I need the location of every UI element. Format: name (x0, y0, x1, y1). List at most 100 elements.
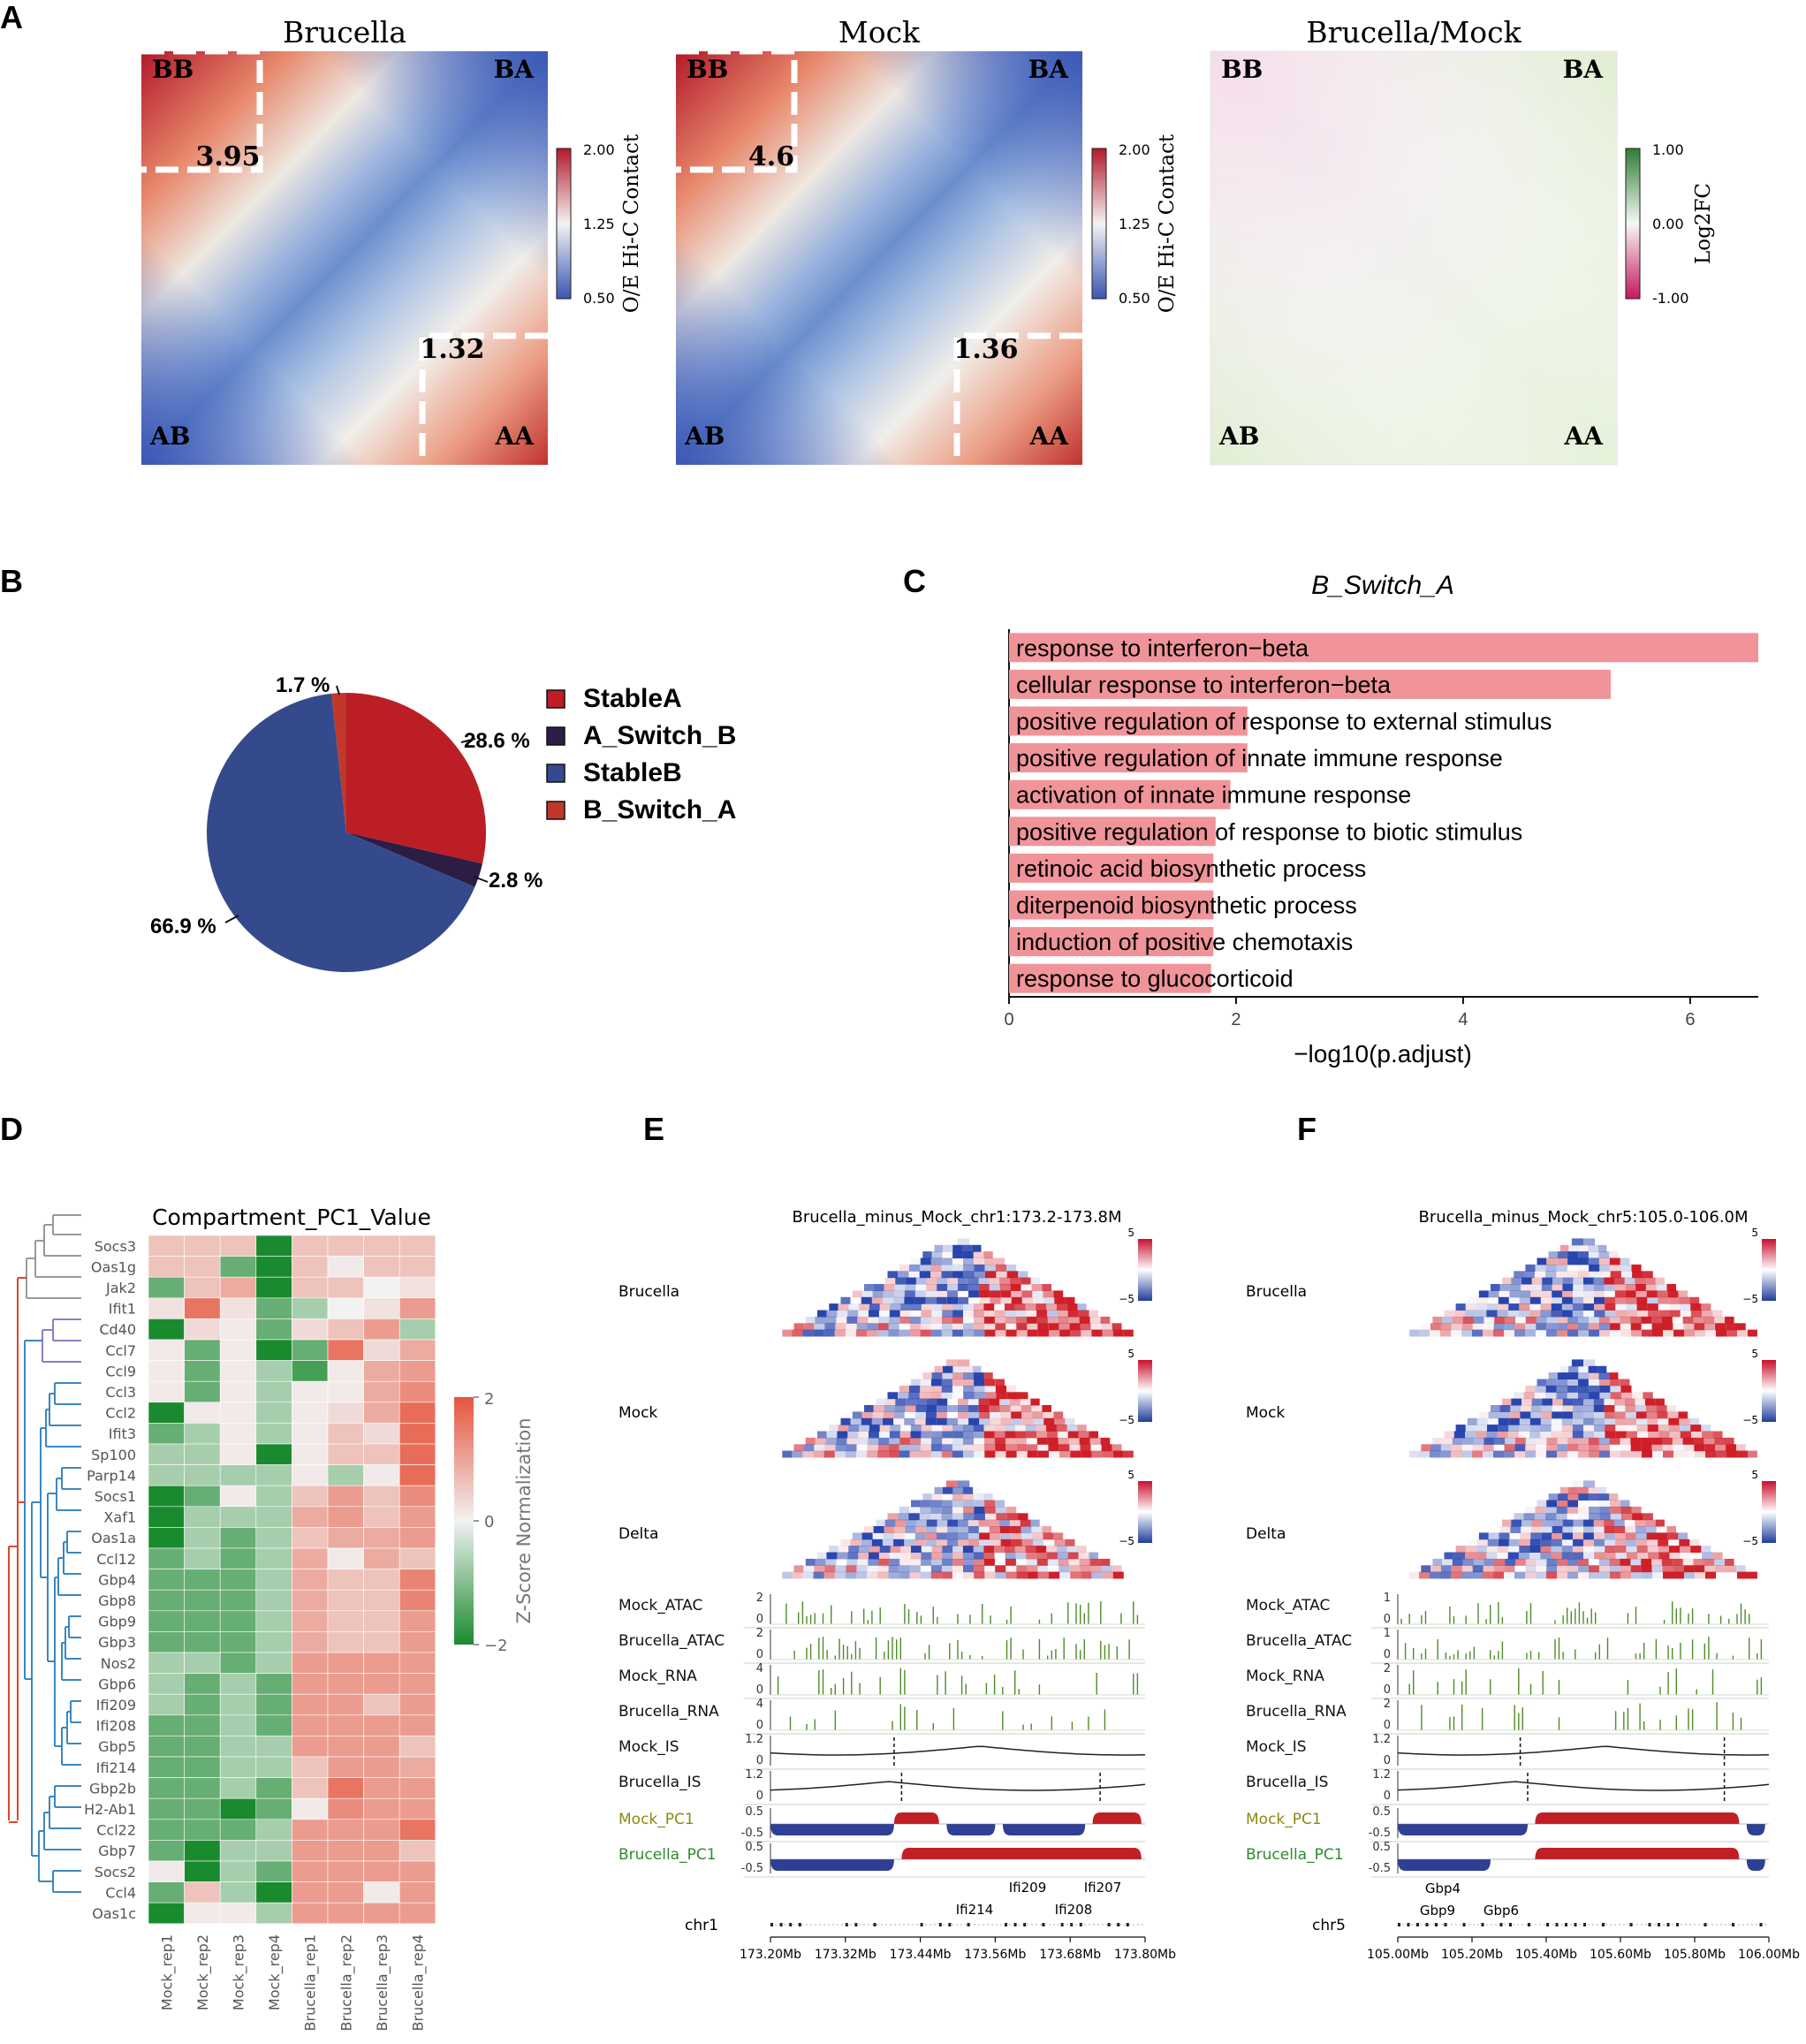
contact-cell (925, 1411, 937, 1419)
contact-cell (1573, 1526, 1583, 1533)
heatmap-cell (363, 1881, 400, 1903)
contact-triangle-brucella (1409, 1238, 1757, 1337)
contact-cell (823, 1450, 835, 1458)
bar-label: positive regulation of innate immune res… (1016, 745, 1503, 771)
x-axis-label: −log10(p.adjust) (1294, 1040, 1472, 1068)
contact-cell (1578, 1444, 1589, 1452)
contact-cell (1620, 1323, 1631, 1331)
contact-cell (963, 1392, 975, 1400)
contact-cell (859, 1546, 869, 1553)
contact-cell (1557, 1437, 1568, 1445)
contact-cell (1626, 1296, 1637, 1304)
contact-cell (931, 1431, 943, 1439)
contact-cell (1626, 1539, 1637, 1546)
gene-exon (1462, 1923, 1466, 1926)
contact-cell (958, 1539, 969, 1546)
contact-cell (968, 1526, 979, 1533)
contact-cell (958, 1417, 969, 1425)
contact-cell (952, 1513, 964, 1521)
contact-cell (1588, 1437, 1599, 1445)
map-scale-bar (1762, 1481, 1776, 1543)
track-axis-top: 4 (756, 1698, 763, 1711)
contact-cell (952, 1444, 963, 1452)
contact-cell (836, 1559, 846, 1566)
contact-cell (911, 1303, 922, 1311)
contact-cell (973, 1244, 982, 1252)
contact-cell (1672, 1558, 1683, 1566)
heatmap-cell (398, 1297, 436, 1319)
contact-cell (1652, 1329, 1663, 1337)
contact-cell (838, 1546, 849, 1553)
contact-cell (937, 1284, 948, 1291)
contact-cell (941, 1506, 952, 1514)
contact-cell (872, 1290, 884, 1298)
contact-cell (1572, 1303, 1583, 1311)
corner-label-ba: BA (1563, 55, 1605, 84)
contact-cell (1668, 1546, 1680, 1553)
contact-cell (1507, 1552, 1519, 1560)
contact-cell (1049, 1571, 1060, 1579)
contact-cell (952, 1558, 963, 1566)
contact-cell (1604, 1411, 1615, 1419)
contact-cell (879, 1303, 891, 1311)
contact-cell (900, 1546, 911, 1553)
heatmap-cell (255, 1360, 292, 1382)
track-axis-top: 4 (756, 1662, 763, 1675)
contact-cell (877, 1329, 889, 1337)
contact-cell (1573, 1411, 1583, 1419)
contact-cell (1605, 1417, 1616, 1425)
contact-cell (1491, 1284, 1500, 1291)
heatmap-cell (219, 1297, 257, 1319)
row-label: Gbp7 (98, 1843, 136, 1859)
heatmap-cell (398, 1569, 436, 1591)
contact-cell (1440, 1565, 1452, 1573)
contact-cell (1018, 1271, 1028, 1279)
contact-cell (1631, 1571, 1642, 1579)
contact-cell (1610, 1392, 1621, 1400)
heatmap-cell (398, 1777, 436, 1799)
contact-cell (1101, 1444, 1112, 1452)
contact-cell (1510, 1532, 1521, 1539)
contact-cell (1089, 1558, 1101, 1566)
contact-cell (1712, 1310, 1723, 1318)
contact-cell (1609, 1372, 1619, 1379)
contact-cell (914, 1411, 926, 1419)
contact-cell (1583, 1290, 1594, 1298)
contact-cell (1536, 1450, 1546, 1458)
contact-cell (910, 1437, 922, 1445)
contact-cell (989, 1405, 1000, 1412)
contact-cell (1514, 1323, 1526, 1331)
contact-cell (984, 1565, 996, 1573)
heatmap-cell (327, 1652, 364, 1674)
contact-cell (1077, 1546, 1087, 1553)
heatmap-cell (292, 1673, 329, 1695)
contact-cell (1620, 1385, 1632, 1393)
contact-cell (1716, 1572, 1726, 1579)
contact-cell (1748, 1450, 1757, 1458)
gene-exon (1509, 1923, 1512, 1926)
contact-cell (1620, 1444, 1631, 1452)
contact-cell (878, 1558, 890, 1566)
contact-cell (1529, 1546, 1541, 1553)
contact-cell (1005, 1546, 1015, 1553)
contact-cell (1091, 1329, 1103, 1337)
genome-tick-label: 173.32Mb (815, 1948, 876, 1962)
contact-cell (936, 1411, 947, 1419)
contact-cell (1042, 1405, 1051, 1412)
contact-cell (1583, 1519, 1594, 1527)
colorbar-label: Z-Score Normalization (513, 1417, 535, 1623)
row-label: Xaf1 (103, 1509, 136, 1526)
contact-cell (845, 1450, 856, 1458)
contact-cell (1540, 1296, 1552, 1304)
contact-cell (852, 1532, 862, 1540)
contact-cell (941, 1571, 952, 1579)
contact-cell (968, 1519, 979, 1527)
contact-cell (952, 1244, 963, 1252)
contact-cell (1541, 1526, 1552, 1533)
contact-cell (1057, 1310, 1068, 1318)
contact-cell (1642, 1571, 1652, 1579)
contact-cell (846, 1323, 857, 1331)
heatmap-cell (148, 1589, 185, 1612)
contact-cell (931, 1372, 943, 1379)
heatmap-cell (184, 1631, 221, 1653)
